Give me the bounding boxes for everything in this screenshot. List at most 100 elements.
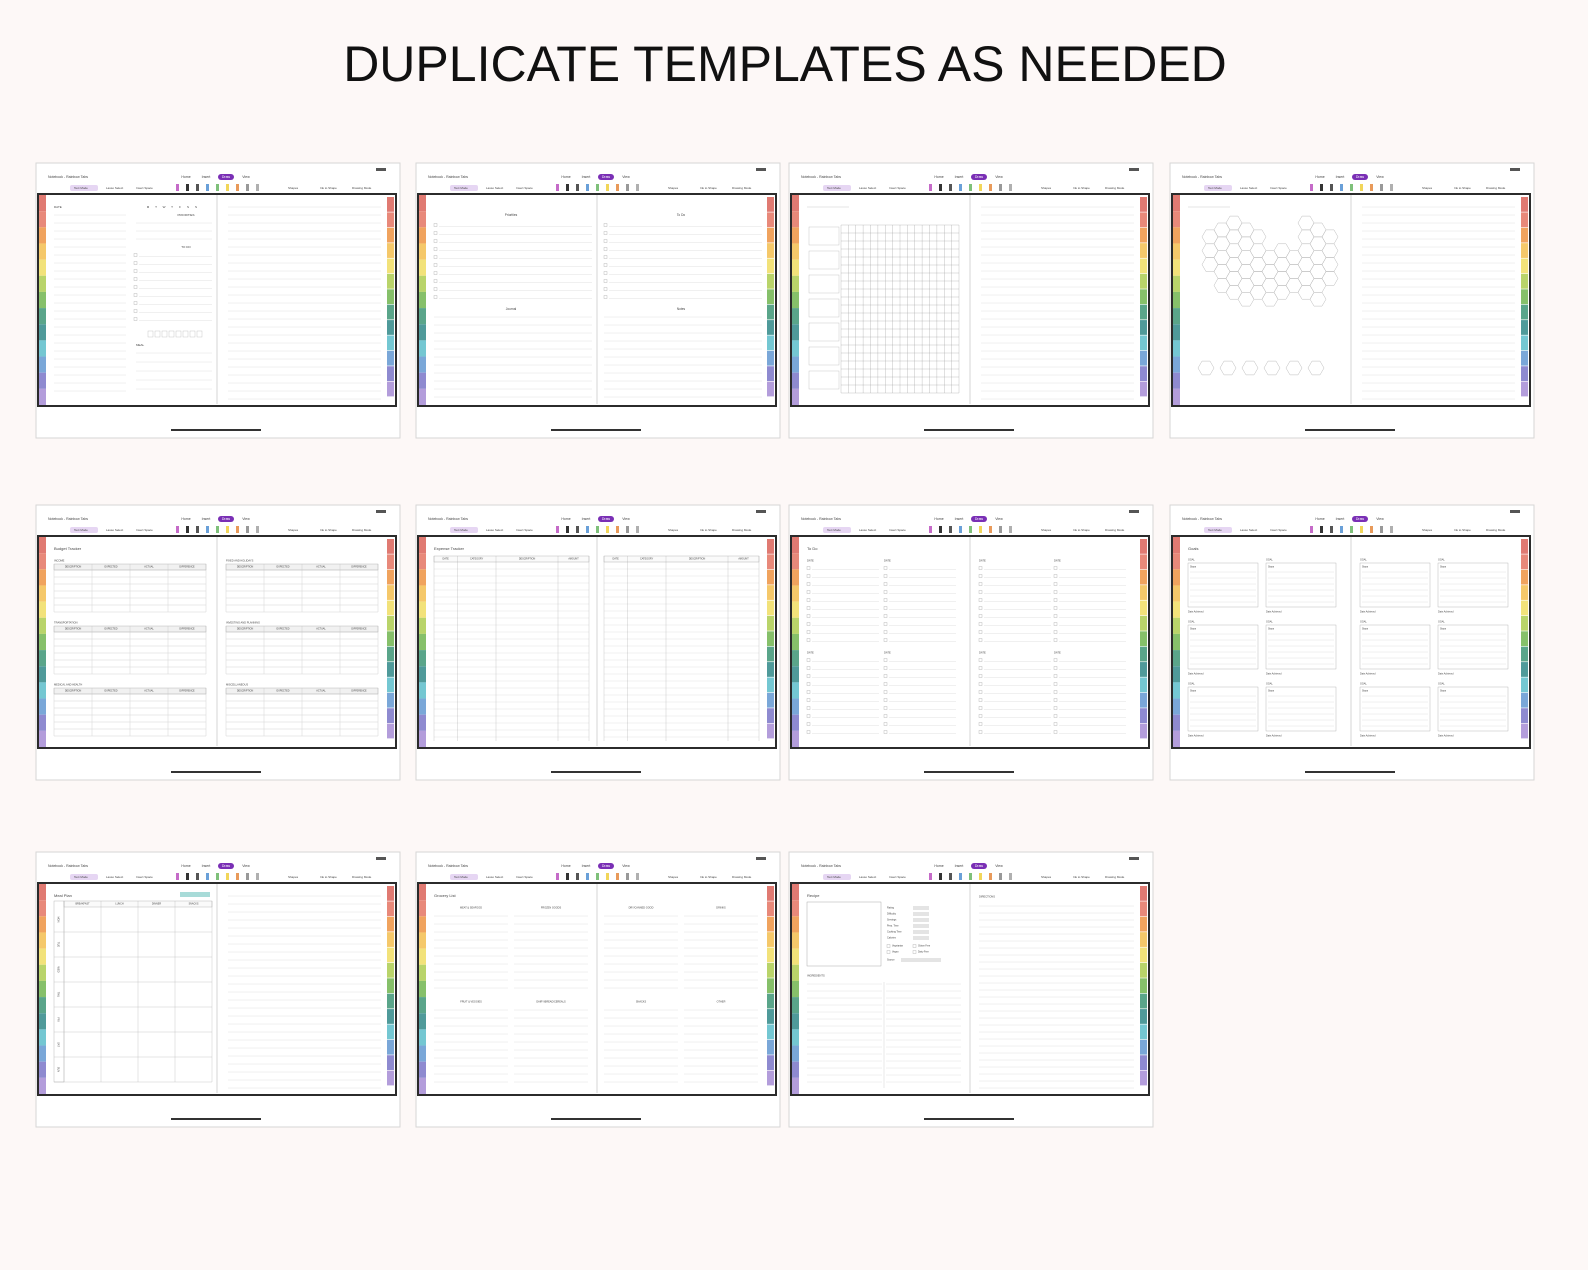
pen-icon[interactable] [1350,184,1353,191]
ribbon-tab[interactable]: Draw [975,175,984,179]
pen-icon[interactable] [929,526,932,533]
pen-icon[interactable] [556,526,559,533]
ribbon-tab[interactable]: View [995,864,1003,868]
page-tab[interactable] [387,273,394,289]
section-tab[interactable] [792,340,799,357]
tool-button[interactable]: Shapes [1041,875,1052,879]
section-tab[interactable] [419,1045,426,1062]
section-tab[interactable] [39,1061,46,1078]
page-tab[interactable] [1521,273,1528,289]
page-tab[interactable] [1140,615,1147,631]
ribbon-tab[interactable]: Home [181,517,190,521]
page-tab[interactable] [1521,350,1528,366]
ribbon-tab[interactable]: View [622,864,630,868]
ribbon-tab[interactable]: Home [561,864,570,868]
page-tab[interactable] [387,631,394,647]
section-tab[interactable] [419,980,426,998]
section-tab[interactable] [792,275,799,292]
pen-icon[interactable] [186,184,189,191]
page-tab[interactable] [767,243,774,258]
page-tab[interactable] [767,932,774,947]
tool-button[interactable]: Shapes [288,528,299,532]
page-tab[interactable] [1140,600,1147,616]
page-tab[interactable] [387,1009,394,1024]
page-tab[interactable] [767,916,774,932]
ribbon-tab[interactable]: Home [934,517,943,521]
page-tab[interactable] [1140,962,1147,978]
tool-button[interactable]: Ink to Shape [1454,186,1471,190]
pen-icon[interactable] [969,184,972,191]
pen-icon[interactable] [206,184,209,191]
section-tab[interactable] [419,964,426,981]
tool-button[interactable]: Lasso Select [486,875,503,879]
tool-button[interactable]: Lasso Select [1240,528,1257,532]
pen-icon[interactable] [556,184,559,191]
pen-icon[interactable] [1350,526,1353,533]
section-tab[interactable] [1173,617,1180,634]
section-tab[interactable] [792,916,799,933]
pen-icon[interactable] [1380,184,1383,191]
page-tab[interactable] [767,289,774,305]
pen-icon[interactable] [256,184,259,191]
ribbon-tab[interactable]: View [242,175,250,179]
section-tab[interactable] [792,666,799,683]
ribbon-tab[interactable]: Home [934,864,943,868]
section-tab[interactable] [792,585,799,602]
tool-button[interactable]: Ink to Shape [700,528,717,532]
section-tab[interactable] [1173,537,1180,554]
section-tab[interactable] [39,714,46,731]
section-tab[interactable] [39,372,46,389]
ribbon-tab[interactable]: Insert [582,517,591,521]
pen-icon[interactable] [1390,184,1393,191]
page-tab[interactable] [1521,662,1528,677]
page-tab[interactable] [1140,662,1147,677]
tool-button[interactable]: Text Mode [827,528,841,532]
page-tab[interactable] [387,366,394,382]
tool-button[interactable]: Insert Space [889,186,906,190]
page-tab[interactable] [1521,381,1528,397]
tool-button[interactable]: Insert Space [1270,186,1287,190]
section-tab[interactable] [792,884,799,901]
pen-icon[interactable] [979,184,982,191]
tool-button[interactable]: Drawing Mode [1105,875,1125,879]
page-tab[interactable] [767,662,774,677]
section-tab[interactable] [792,1029,799,1046]
page-tab[interactable] [1140,197,1147,212]
section-tab[interactable] [1173,682,1180,699]
pen-icon[interactable] [1330,526,1333,533]
page-tab[interactable] [387,886,394,901]
pen-icon[interactable] [999,873,1002,880]
page-tab[interactable] [767,366,774,382]
pen-icon[interactable] [586,526,589,533]
section-tab[interactable] [792,243,799,260]
tool-button[interactable]: Text Mode [827,186,841,190]
section-tab[interactable] [419,585,426,602]
page-tab[interactable] [1140,916,1147,932]
page-tab[interactable] [1140,366,1147,382]
tool-button[interactable]: Shapes [288,875,299,879]
tool-button[interactable]: Drawing Mode [352,528,372,532]
pen-icon[interactable] [949,873,952,880]
pen-icon[interactable] [236,184,239,191]
page-tab[interactable] [767,335,774,351]
page-tab[interactable] [767,212,774,228]
page-tab[interactable] [1140,677,1147,693]
page-tab[interactable] [767,539,774,554]
page-tab[interactable] [1521,539,1528,554]
section-tab[interactable] [419,650,426,667]
pen-icon[interactable] [196,184,199,191]
tool-button[interactable]: Text Mode [454,875,468,879]
page-tab[interactable] [1140,320,1147,335]
section-tab[interactable] [1173,372,1180,389]
page-tab[interactable] [387,901,394,917]
page-tab[interactable] [387,350,394,366]
pen-icon[interactable] [999,526,1002,533]
section-tab[interactable] [792,356,799,373]
section-tab[interactable] [39,650,46,667]
pen-icon[interactable] [1370,526,1373,533]
section-tab[interactable] [39,340,46,357]
pen-icon[interactable] [246,184,249,191]
tool-button[interactable]: Shapes [1422,186,1433,190]
section-tab[interactable] [419,553,426,570]
section-tab[interactable] [792,1045,799,1062]
